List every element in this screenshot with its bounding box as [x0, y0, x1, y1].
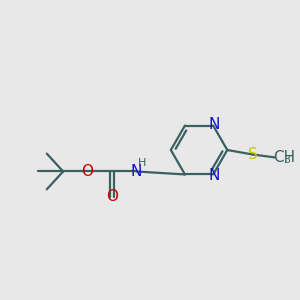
Text: O: O — [82, 164, 94, 179]
Text: S: S — [248, 147, 257, 162]
Text: N: N — [130, 164, 142, 179]
Text: N: N — [209, 117, 220, 132]
Text: H: H — [137, 158, 146, 168]
Text: CH: CH — [273, 150, 296, 165]
Text: N: N — [209, 168, 220, 183]
Text: 3: 3 — [284, 155, 290, 165]
Text: O: O — [106, 189, 118, 204]
